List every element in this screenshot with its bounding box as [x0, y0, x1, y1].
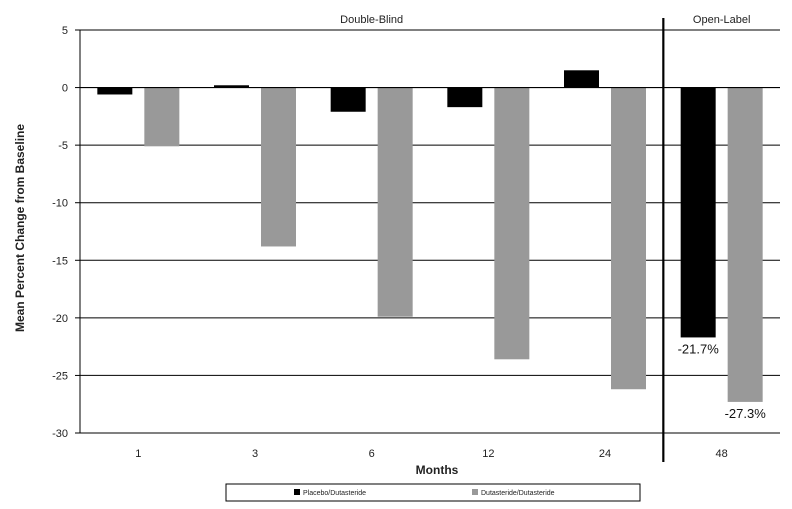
y-tick-label: 0 [62, 83, 68, 95]
bar-dutasteride-12 [494, 87, 530, 360]
legend-label-dutasteride: Dutasteride/Dutasteride [481, 490, 555, 497]
x-tick-label: 24 [599, 448, 611, 460]
legend-swatch-dutasteride [472, 489, 478, 495]
x-tick-label: 1 [135, 448, 141, 460]
y-tick-label: -30 [52, 428, 68, 440]
bar-dutasteride-6 [377, 87, 413, 317]
bar-dutasteride-48 [727, 87, 763, 402]
bar-dutasteride-24 [611, 87, 646, 390]
y-tick-label: -15 [52, 255, 68, 267]
y-tick-label: -5 [58, 140, 68, 152]
y-tick-label: 5 [62, 25, 68, 37]
x-tick-label: 6 [369, 448, 375, 460]
bar-placebo-12 [447, 87, 483, 108]
legend-box [225, 483, 641, 502]
bar-placebo-48 [680, 87, 716, 338]
bar-placebo-6 [330, 87, 366, 112]
x-tick-label: 3 [252, 448, 258, 460]
section-label-double-blind: Double-Blind [340, 14, 403, 26]
y-tick-label: -10 [52, 198, 68, 210]
bars [97, 70, 763, 402]
x-tick-label: 12 [482, 448, 494, 460]
bar-dutasteride-1 [144, 87, 180, 147]
y-tick-label: -20 [52, 313, 68, 325]
bar-dutasteride-3 [261, 87, 296, 247]
legend-swatch-placebo [294, 489, 300, 495]
section-label-open-label: Open-Label [693, 14, 751, 26]
value-label-dutasteride: -27.3% [725, 406, 767, 421]
legend-label-placebo: Placebo/Dutasteride [303, 490, 366, 497]
legend: Placebo/Dutasteride Dutasteride/Dutaster… [225, 483, 641, 502]
bar-placebo-3 [214, 85, 249, 88]
bar-placebo-24 [564, 70, 599, 88]
y-tick-label: -25 [52, 370, 68, 382]
x-axis-title: Months [416, 463, 459, 477]
axes [75, 18, 780, 462]
bar-placebo-1 [97, 87, 133, 95]
x-tick-label: 48 [716, 448, 728, 460]
y-axis-title: Mean Percent Change from Baseline [13, 124, 27, 332]
gridlines [80, 29, 780, 434]
labels: 5 0 -5 -10 -15 -20 -25 -30 1 3 6 12 24 48 Double-Blind… [52, 14, 766, 460]
value-label-placebo: -21.7% [678, 341, 720, 356]
